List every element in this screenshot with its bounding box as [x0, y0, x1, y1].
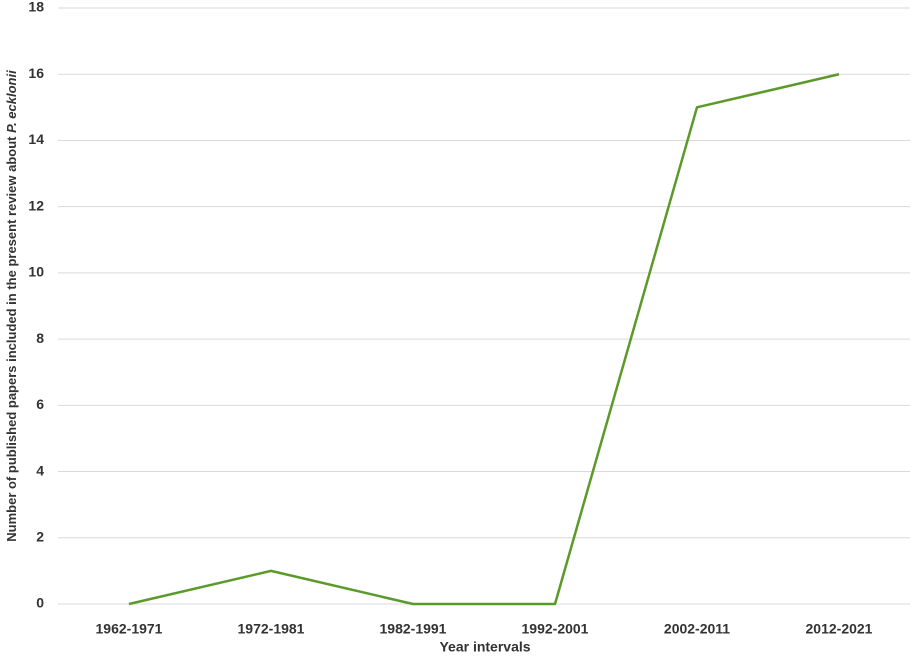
- y-tick-label: 4: [36, 462, 44, 478]
- y-tick-label: 10: [28, 264, 44, 280]
- y-tick-label: 6: [36, 396, 44, 412]
- y-tick-label: 14: [28, 131, 44, 147]
- y-axis-label-species: P. ecklonii: [4, 70, 19, 133]
- x-tick-label: 1992-2001: [522, 621, 589, 637]
- y-tick-label: 18: [28, 0, 44, 15]
- x-tick-label: 1962-1971: [96, 621, 163, 637]
- y-tick-label: 2: [36, 528, 44, 544]
- y-axis-label-text: Number of published papers included in t…: [4, 133, 19, 542]
- x-tick-label: 2002-2011: [664, 621, 730, 637]
- x-tick-label: 1982-1991: [380, 621, 447, 637]
- x-tick-label: 1972-1981: [238, 621, 305, 637]
- y-axis-label: Number of published papers included in t…: [4, 70, 19, 542]
- y-tick-label: 0: [36, 595, 44, 611]
- y-tick-label: 8: [36, 330, 44, 346]
- x-axis-label: Year intervals: [439, 639, 530, 655]
- x-tick-label: 2012-2021: [806, 621, 873, 637]
- y-tick-label: 12: [28, 197, 44, 213]
- line-series: [128, 73, 840, 606]
- y-tick-label: 16: [28, 65, 44, 81]
